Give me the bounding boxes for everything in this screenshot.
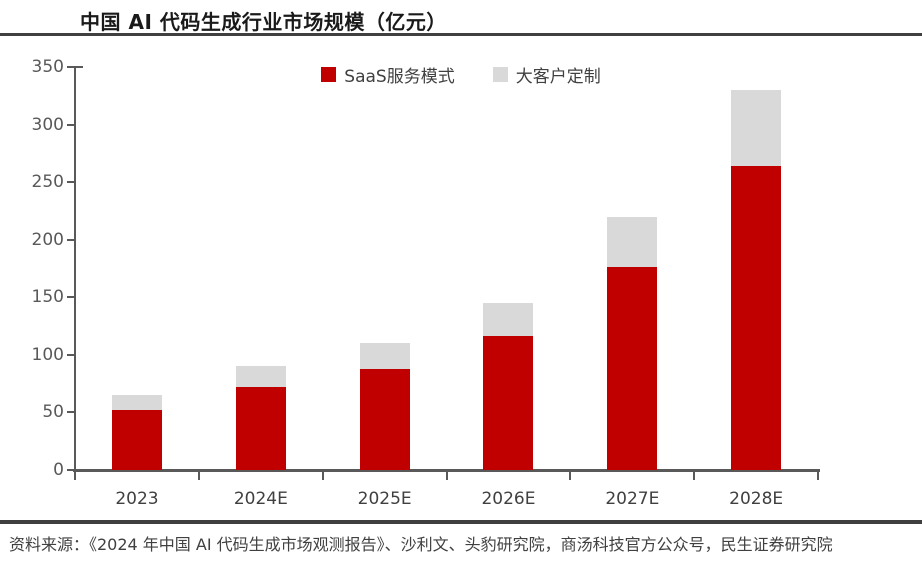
x-tick	[817, 472, 819, 480]
y-tick	[67, 181, 75, 184]
x-tick	[569, 472, 572, 480]
legend-swatch-saas	[321, 67, 337, 82]
y-tick	[67, 66, 75, 68]
x-tick	[445, 472, 448, 480]
y-axis-label: 250	[31, 172, 64, 193]
x-axis-label: 2027E	[605, 489, 660, 509]
y-tick	[67, 296, 75, 299]
y-axis-label: 200	[31, 229, 64, 250]
bar-segment-custom-2024E	[235, 366, 286, 388]
x-axis-label: 2026E	[481, 489, 536, 509]
y-axis-label: 0	[53, 460, 64, 480]
legend-item-saas: SaaS服务模式	[321, 62, 455, 87]
bar-segment-custom-2028E	[731, 90, 782, 166]
footer-divider	[0, 520, 922, 524]
bar-segment-custom-2026E	[483, 303, 534, 337]
y-axis-label: 100	[31, 344, 64, 365]
y-tick	[67, 353, 75, 356]
y-tick	[67, 469, 75, 471]
bar-segment-saas-2028E	[731, 166, 782, 470]
x-tick	[197, 472, 200, 480]
legend-item-custom: 大客户定制	[492, 62, 601, 87]
title-divider	[0, 33, 922, 36]
y-tick	[67, 123, 75, 126]
bar-segment-saas-2024E	[235, 387, 286, 470]
bar-segment-saas-2026E	[483, 336, 534, 470]
x-axis-line	[73, 469, 820, 472]
x-tick	[321, 472, 324, 480]
page-title: 中国 AI 代码生成行业市场规模（亿元）	[80, 10, 447, 34]
legend-swatch-custom	[492, 67, 508, 82]
x-axis-label: 2025E	[357, 489, 412, 509]
source-note: 资料来源：《2024 年中国 AI 代码生成市场观测报告》、沙利文、头豹研究院，…	[9, 535, 833, 554]
y-tick	[67, 238, 75, 241]
bar-segment-custom-2023	[111, 395, 162, 411]
x-axis-label: 2024E	[233, 489, 288, 509]
legend: SaaS服务模式 大客户定制	[0, 62, 922, 87]
x-axis-label: 2023	[115, 489, 159, 509]
bar-segment-saas-2023	[111, 410, 162, 470]
bar-segment-saas-2027E	[607, 267, 658, 470]
y-axis-label: 50	[42, 402, 64, 423]
legend-label-custom: 大客户定制	[515, 67, 601, 87]
bar-segment-custom-2027E	[607, 216, 658, 268]
x-tick	[74, 472, 76, 480]
y-axis-top-cap	[75, 66, 83, 68]
y-axis-label: 300	[31, 114, 64, 135]
x-tick	[693, 472, 696, 480]
y-axis-line	[74, 67, 76, 470]
bar-segment-saas-2025E	[359, 368, 410, 470]
bar-segment-custom-2025E	[359, 343, 410, 369]
y-axis-label: 150	[31, 287, 64, 308]
x-axis-label: 2028E	[729, 489, 784, 509]
legend-label-saas: SaaS服务模式	[344, 67, 455, 87]
y-axis-label: 350	[31, 57, 64, 77]
y-tick	[67, 411, 75, 414]
